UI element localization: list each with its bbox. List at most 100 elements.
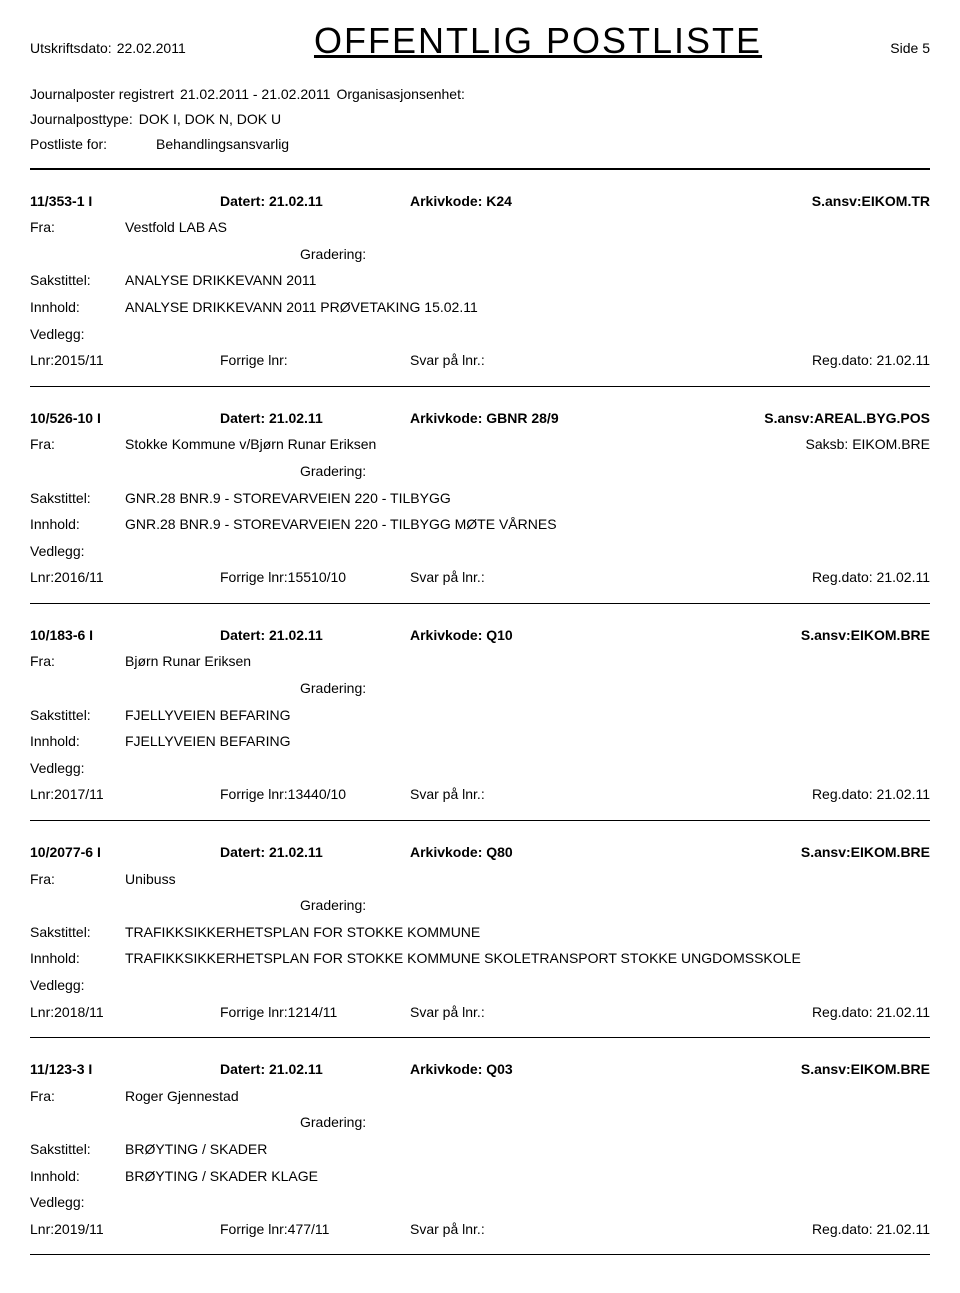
- fra-label: Fra:: [30, 1083, 125, 1110]
- sakstittel-value: FJELLYVEIEN BEFARING: [125, 702, 290, 729]
- postliste-label: Postliste for:: [30, 132, 150, 157]
- entry-fra-row: Fra: Unibuss: [30, 866, 930, 893]
- divider-thin: [30, 1037, 930, 1038]
- saksb: Saksb: EIKOM.BRE: [806, 431, 930, 458]
- entry-id: 10/526-10 I: [30, 405, 220, 432]
- entry-fra: Fra: Stokke Kommune v/Bjørn Runar Erikse…: [30, 431, 376, 458]
- entry-gradering: Gradering:: [300, 458, 930, 485]
- subheader-line3: Postliste for: Behandlingsansvarlig: [30, 132, 930, 157]
- innhold-value: BRØYTING / SKADER KLAGE: [125, 1163, 930, 1190]
- innhold-label: Innhold:: [30, 511, 125, 538]
- entry-vedlegg: Vedlegg:: [30, 755, 930, 782]
- fra-value: Unibuss: [125, 866, 176, 893]
- entry-header-row: 10/2077-6 I Datert: 21.02.11 Arkivkode: …: [30, 839, 930, 866]
- entry-header-left: 10/2077-6 I Datert: 21.02.11 Arkivkode: …: [30, 839, 513, 866]
- sakstittel-value: BRØYTING / SKADER: [125, 1136, 267, 1163]
- entry-sansv: S.ansv:AREAL.BYG.POS: [764, 405, 930, 432]
- journal-entry: 10/183-6 I Datert: 21.02.11 Arkivkode: Q…: [30, 622, 930, 808]
- reg-dato: Reg.dato: 21.02.11: [812, 781, 930, 808]
- entry-datert: Datert: 21.02.11: [220, 405, 410, 432]
- utskriftsdato-value: 22.02.2011: [117, 40, 186, 56]
- divider-thin: [30, 386, 930, 387]
- journalposttype-label: Journalposttype:: [30, 107, 133, 132]
- entry-arkivkode: Arkivkode: Q80: [410, 839, 513, 866]
- divider-thin: [30, 603, 930, 604]
- entry-footer: Lnr:2019/11 Forrige lnr:477/11 Svar på l…: [30, 1216, 930, 1243]
- entry-footer-left: Lnr:2018/11 Forrige lnr:1214/11 Svar på …: [30, 999, 485, 1026]
- forrige-lnr: Forrige lnr:15510/10: [220, 564, 410, 591]
- entry-header-row: 10/526-10 I Datert: 21.02.11 Arkivkode: …: [30, 405, 930, 432]
- sakstittel-label: Sakstittel:: [30, 919, 125, 946]
- sakstittel-value: GNR.28 BNR.9 - STOREVARVEIEN 220 - TILBY…: [125, 485, 451, 512]
- reg-dato: Reg.dato: 21.02.11: [812, 1216, 930, 1243]
- divider-thin: [30, 820, 930, 821]
- reg-dato: Reg.dato: 21.02.11: [812, 999, 930, 1026]
- journalposter-dates: 21.02.2011 - 21.02.2011: [180, 82, 331, 107]
- innhold-label: Innhold:: [30, 728, 125, 755]
- entry-footer-left: Lnr:2017/11 Forrige lnr:13440/10 Svar på…: [30, 781, 485, 808]
- entry-fra-row: Fra: Vestfold LAB AS: [30, 214, 930, 241]
- entry-sakstittel: Sakstittel: TRAFIKKSIKKERHETSPLAN FOR ST…: [30, 919, 930, 946]
- entry-header-left: 10/526-10 I Datert: 21.02.11 Arkivkode: …: [30, 405, 559, 432]
- reg-dato: Reg.dato: 21.02.11: [812, 564, 930, 591]
- entry-footer: Lnr:2017/11 Forrige lnr:13440/10 Svar på…: [30, 781, 930, 808]
- entry-innhold: Innhold: ANALYSE DRIKKEVANN 2011 PRØVETA…: [30, 294, 930, 321]
- subheader-line1: Journalposter registrert 21.02.2011 - 21…: [30, 82, 930, 107]
- entry-sakstittel: Sakstittel: BRØYTING / SKADER: [30, 1136, 930, 1163]
- entries-container: 11/353-1 I Datert: 21.02.11 Arkivkode: K…: [30, 188, 930, 1256]
- entry-sakstittel: Sakstittel: FJELLYVEIEN BEFARING: [30, 702, 930, 729]
- fra-label: Fra:: [30, 866, 125, 893]
- entry-vedlegg: Vedlegg:: [30, 972, 930, 999]
- sakstittel-label: Sakstittel:: [30, 485, 125, 512]
- innhold-label: Innhold:: [30, 294, 125, 321]
- entry-header-left: 11/123-3 I Datert: 21.02.11 Arkivkode: Q…: [30, 1056, 513, 1083]
- entry-fra: Fra: Bjørn Runar Eriksen: [30, 648, 251, 675]
- entry-id: 11/123-3 I: [30, 1056, 220, 1083]
- postliste-value: Behandlingsansvarlig: [156, 132, 289, 157]
- entry-innhold: Innhold: BRØYTING / SKADER KLAGE: [30, 1163, 930, 1190]
- entry-header-left: 11/353-1 I Datert: 21.02.11 Arkivkode: K…: [30, 188, 512, 215]
- innhold-label: Innhold:: [30, 945, 125, 972]
- utskriftsdato-label: Utskriftsdato:: [30, 40, 112, 56]
- svar-pa-lnr: Svar på lnr.:: [410, 347, 485, 374]
- entry-fra: Fra: Unibuss: [30, 866, 176, 893]
- entry-header-row: 11/123-3 I Datert: 21.02.11 Arkivkode: Q…: [30, 1056, 930, 1083]
- divider-thick: [30, 168, 930, 170]
- fra-value: Stokke Kommune v/Bjørn Runar Eriksen: [125, 431, 376, 458]
- innhold-value: TRAFIKKSIKKERHETSPLAN FOR STOKKE KOMMUNE…: [125, 945, 930, 972]
- entry-id: 11/353-1 I: [30, 188, 220, 215]
- reg-dato: Reg.dato: 21.02.11: [812, 347, 930, 374]
- innhold-label: Innhold:: [30, 1163, 125, 1190]
- entry-footer: Lnr:2018/11 Forrige lnr:1214/11 Svar på …: [30, 999, 930, 1026]
- sakstittel-label: Sakstittel:: [30, 702, 125, 729]
- organisasjonsenhet-label: Organisasjonsenhet:: [336, 82, 464, 107]
- entry-datert: Datert: 21.02.11: [220, 188, 410, 215]
- forrige-lnr: Forrige lnr:477/11: [220, 1216, 410, 1243]
- journal-entry: 10/2077-6 I Datert: 21.02.11 Arkivkode: …: [30, 839, 930, 1025]
- sakstittel-label: Sakstittel:: [30, 267, 125, 294]
- forrige-lnr: Forrige lnr:: [220, 347, 410, 374]
- sakstittel-label: Sakstittel:: [30, 1136, 125, 1163]
- entry-datert: Datert: 21.02.11: [220, 839, 410, 866]
- journalposttype-value: DOK I, DOK N, DOK U: [139, 107, 281, 132]
- entry-footer-left: Lnr:2016/11 Forrige lnr:15510/10 Svar på…: [30, 564, 485, 591]
- fra-label: Fra:: [30, 214, 125, 241]
- subheader-line2: Journalposttype: DOK I, DOK N, DOK U: [30, 107, 930, 132]
- entry-vedlegg: Vedlegg:: [30, 321, 930, 348]
- fra-label: Fra:: [30, 431, 125, 458]
- entry-sansv: S.ansv:EIKOM.TR: [812, 188, 930, 215]
- entry-vedlegg: Vedlegg:: [30, 538, 930, 565]
- entry-gradering: Gradering:: [300, 892, 930, 919]
- entry-datert: Datert: 21.02.11: [220, 1056, 410, 1083]
- lnr: Lnr:2019/11: [30, 1216, 220, 1243]
- sakstittel-value: ANALYSE DRIKKEVANN 2011: [125, 267, 316, 294]
- entry-fra-row: Fra: Bjørn Runar Eriksen: [30, 648, 930, 675]
- sakstittel-value: TRAFIKKSIKKERHETSPLAN FOR STOKKE KOMMUNE: [125, 919, 480, 946]
- innhold-value: GNR.28 BNR.9 - STOREVARVEIEN 220 - TILBY…: [125, 511, 930, 538]
- main-title: OFFENTLIG POSTLISTE: [314, 20, 762, 62]
- forrige-lnr: Forrige lnr:1214/11: [220, 999, 410, 1026]
- entry-footer: Lnr:2015/11 Forrige lnr: Svar på lnr.: R…: [30, 347, 930, 374]
- entry-id: 10/2077-6 I: [30, 839, 220, 866]
- entry-sakstittel: Sakstittel: GNR.28 BNR.9 - STOREVARVEIEN…: [30, 485, 930, 512]
- innhold-value: FJELLYVEIEN BEFARING: [125, 728, 930, 755]
